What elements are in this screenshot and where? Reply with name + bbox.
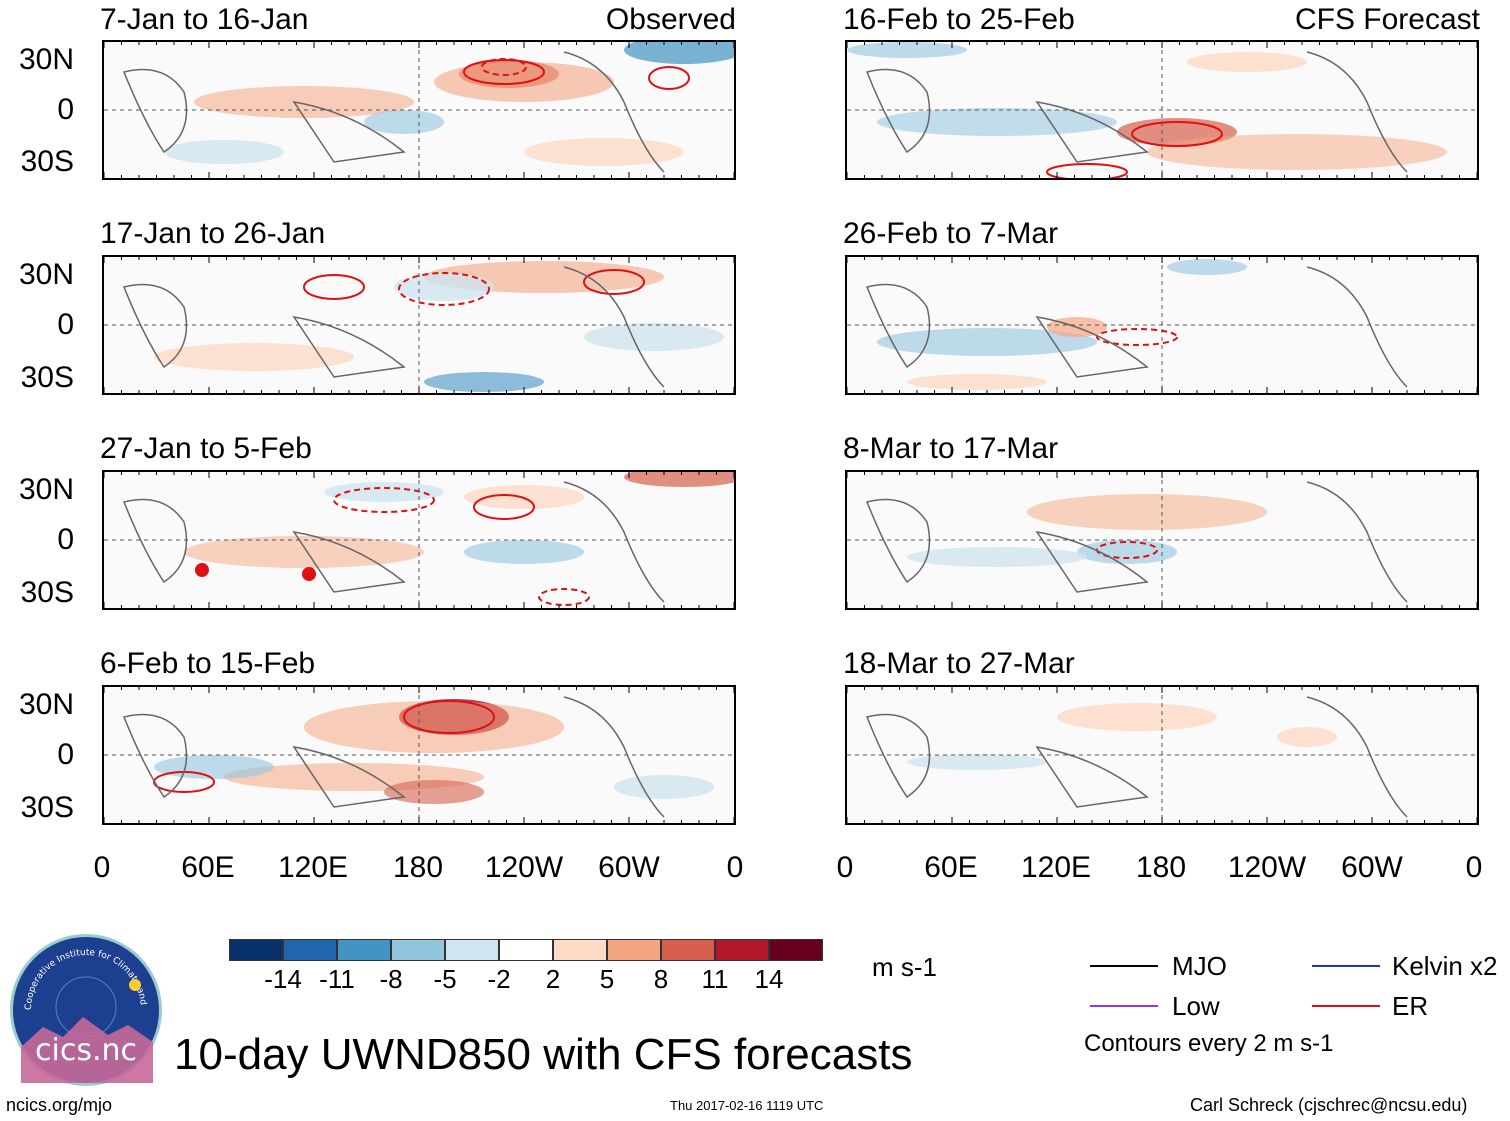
lon-label-180: 180 <box>1135 851 1187 884</box>
legend-er-line <box>1312 1005 1380 1007</box>
forecast-panel-1-title: 16-Feb to 25-Feb <box>843 3 1075 36</box>
colorbar-label: 8 <box>653 964 669 994</box>
lat-label-30s: 30S <box>20 576 74 609</box>
observed-panel-2-title: 17-Jan to 26-Jan <box>100 217 326 250</box>
lat-label-0: 0 <box>57 308 74 341</box>
colorbar-swatch <box>337 939 391 961</box>
lon-label-120w: 120W <box>1227 851 1307 884</box>
legend-kelvin-label: Kelvin x2 <box>1392 951 1498 981</box>
legend-mjo-line <box>1090 965 1158 967</box>
observed-panel-1-title: 7-Jan to 16-Jan <box>100 3 309 36</box>
colorbar-swatch <box>391 939 445 961</box>
lon-label-0-end: 0 <box>1465 851 1483 884</box>
forecast-map-3 <box>845 470 1479 610</box>
colorbar-swatch <box>769 939 823 961</box>
colorbar-units: m s-1 <box>872 952 937 982</box>
colorbar-label: -8 <box>379 964 403 994</box>
observed-map-2-field <box>104 257 734 393</box>
svg-text:Cooperative Institute for Clim: Cooperative Institute for Climate and Sa… <box>13 937 148 1010</box>
forecast-label: CFS Forecast <box>1294 3 1480 36</box>
colorbar-swatch <box>229 939 283 961</box>
colorbar-label: 11 <box>701 964 729 994</box>
contour-note: Contours every 2 m s-1 <box>1084 1030 1334 1057</box>
colorbar-swatch <box>499 939 553 961</box>
colorbar-label: -2 <box>487 964 511 994</box>
lon-label-120e: 120E <box>1020 851 1092 884</box>
colorbar-swatch <box>445 939 499 961</box>
lon-label-60e: 60E <box>181 851 235 884</box>
colorbar-swatch <box>283 939 337 961</box>
forecast-map-2 <box>845 255 1479 395</box>
lat-label-30n: 30N <box>18 688 74 721</box>
legend-er-label: ER <box>1392 991 1429 1021</box>
observed-map-1-field <box>104 42 734 178</box>
lon-label-60w: 60W <box>1341 851 1403 884</box>
colorbar-label: 2 <box>545 964 561 994</box>
forecast-map-4 <box>845 685 1479 825</box>
observed-map-1 <box>102 40 736 180</box>
observed-map-4 <box>102 685 736 825</box>
lat-label-30s: 30S <box>20 145 74 178</box>
colorbar-swatch <box>715 939 769 961</box>
lon-label-180: 180 <box>392 851 444 884</box>
colorbar-label: -5 <box>433 964 457 994</box>
lat-label-0: 0 <box>57 738 74 771</box>
forecast-map-4-field <box>847 687 1477 823</box>
lat-label-30s: 30S <box>20 361 74 394</box>
footer-timestamp: Thu 2017-02-16 1119 UTC <box>670 1098 824 1113</box>
legend-low-label: Low <box>1172 991 1220 1021</box>
colorbar-label: -14 <box>264 964 302 994</box>
forecast-map-1 <box>845 40 1479 180</box>
forecast-map-3-field <box>847 472 1477 608</box>
colorbar-label: 5 <box>599 964 615 994</box>
colorbar-swatch <box>553 939 607 961</box>
lon-label-120e: 120E <box>277 851 349 884</box>
logo-text: cics.nc <box>35 1033 137 1068</box>
lat-label-30s: 30S <box>20 791 74 824</box>
forecast-map-2-field <box>847 257 1477 393</box>
footer-credit: Carl Schreck (cjschrec@ncsu.edu) <box>1190 1095 1468 1115</box>
lat-label-30n: 30N <box>18 258 74 291</box>
observed-map-3-field <box>104 472 734 608</box>
observed-map-4-field <box>104 687 734 823</box>
lon-label-0: 0 <box>93 851 111 884</box>
observed-label: Observed <box>605 3 736 36</box>
logo-ring-text: Cooperative Institute for Climate and Sa… <box>13 937 148 1010</box>
forecast-map-1-field <box>847 42 1477 178</box>
legend-mjo-label: MJO <box>1172 951 1227 981</box>
colorbar-swatch <box>661 939 715 961</box>
lon-label-60e: 60E <box>924 851 978 884</box>
lat-label-0: 0 <box>57 93 74 126</box>
observed-map-3 <box>102 470 736 610</box>
legend-low-line <box>1090 1005 1158 1007</box>
lat-label-0: 0 <box>57 523 74 556</box>
observed-map-2 <box>102 255 736 395</box>
observed-panel-3-title: 27-Jan to 5-Feb <box>100 432 312 465</box>
lon-label-0-end: 0 <box>726 851 744 884</box>
forecast-panel-3-title: 8-Mar to 17-Mar <box>843 432 1059 465</box>
colorbar-swatch <box>607 939 661 961</box>
cics-logo: Cooperative Institute for Climate and Sa… <box>10 934 162 1086</box>
forecast-panel-2-title: 26-Feb to 7-Mar <box>843 217 1059 250</box>
footer-site-link[interactable]: ncics.org/mjo <box>6 1095 113 1115</box>
lat-label-30n: 30N <box>18 43 74 76</box>
main-title: 10-day UWND850 with CFS forecasts <box>174 1030 913 1079</box>
observed-panel-4-title: 6-Feb to 15-Feb <box>100 647 316 680</box>
legend-kelvin-line <box>1312 965 1380 967</box>
colorbar-label: -11 <box>319 964 355 994</box>
lon-label-120w: 120W <box>484 851 564 884</box>
logo-graphic: Cooperative Institute for Climate and Sa… <box>13 937 153 1083</box>
colorbar-label: 14 <box>754 964 784 994</box>
lon-label-0: 0 <box>836 851 854 884</box>
forecast-panel-4-title: 18-Mar to 27-Mar <box>843 647 1075 680</box>
lat-label-30n: 30N <box>18 473 74 506</box>
lon-label-60w: 60W <box>598 851 660 884</box>
